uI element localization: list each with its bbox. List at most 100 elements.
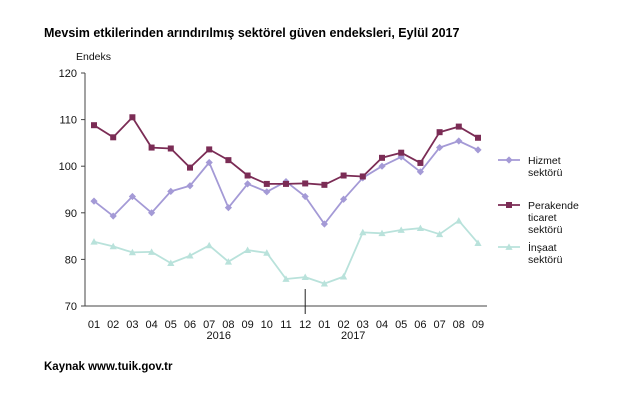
data-point	[320, 280, 328, 287]
chart-series-layer	[90, 114, 482, 287]
data-point	[263, 188, 271, 196]
data-point	[128, 192, 136, 201]
year-label: 2017	[341, 330, 365, 342]
data-point	[436, 143, 444, 152]
y-tick-label: 120	[59, 68, 77, 80]
data-point	[455, 217, 463, 224]
legend-label: Hizmet	[528, 155, 561, 167]
y-tick-label: 80	[65, 254, 77, 266]
x-tick-label: 09	[241, 319, 253, 331]
data-point	[397, 226, 405, 233]
data-point	[301, 273, 309, 280]
data-point	[378, 162, 386, 170]
data-point	[205, 241, 213, 249]
data-point	[167, 145, 174, 152]
legend-marker	[505, 243, 513, 250]
data-point	[244, 172, 251, 179]
y-tick-label: 90	[65, 208, 77, 220]
data-point	[302, 180, 309, 187]
data-point	[167, 187, 175, 195]
data-point	[148, 209, 156, 217]
data-point	[398, 149, 405, 156]
data-point	[321, 181, 328, 188]
data-point	[244, 180, 252, 188]
x-tick-label: 10	[261, 319, 273, 331]
chart-legend: HizmetsektörüPerakendeticaretsektörüİnşa…	[498, 155, 579, 266]
legend-marker	[505, 156, 513, 164]
data-point	[340, 195, 348, 203]
x-tick-label: 06	[414, 319, 426, 331]
data-point	[379, 154, 385, 161]
x-tick-label: 04	[376, 319, 388, 331]
x-tick-label: 02	[337, 319, 349, 331]
legend-label: Perakende	[528, 200, 579, 212]
data-point	[109, 242, 117, 250]
y-tick-label: 110	[59, 115, 77, 127]
x-tick-label: 05	[395, 319, 407, 331]
data-point	[167, 259, 175, 267]
x-tick-label: 08	[453, 319, 465, 331]
legend-label: ticaret	[528, 212, 557, 224]
data-point	[436, 129, 443, 136]
series-2	[91, 114, 481, 188]
data-point	[91, 122, 97, 129]
x-tick-label: 02	[107, 319, 119, 331]
data-point	[455, 137, 463, 145]
legend-marker	[506, 202, 512, 208]
data-point	[436, 230, 444, 238]
data-point	[474, 146, 482, 154]
legend-label: sektörü	[528, 224, 563, 236]
x-tick-label: 05	[165, 319, 177, 331]
legend-label: sektörü	[528, 254, 563, 266]
x-tick-label: 01	[88, 319, 100, 331]
x-tick-label: 11	[280, 319, 291, 331]
data-point	[244, 246, 252, 253]
data-point	[90, 197, 98, 205]
data-point	[263, 180, 270, 187]
data-point	[455, 123, 462, 130]
x-tick-label: 03	[126, 319, 138, 331]
data-point	[283, 180, 289, 187]
chart-title: Mevsim etkilerinden arındırılmış sektöre…	[44, 26, 460, 40]
data-point	[129, 114, 136, 121]
x-tick-label: 08	[222, 319, 234, 331]
data-point	[263, 249, 271, 256]
data-point	[340, 273, 348, 280]
year-label: 2016	[207, 330, 231, 342]
x-tick-label: 12	[299, 319, 311, 331]
data-point	[109, 212, 117, 220]
y-tick-label: 70	[65, 301, 77, 313]
source-note: Kaynak www.tuik.gov.tr	[44, 361, 173, 373]
data-point	[90, 238, 98, 245]
x-tick-label: 06	[184, 319, 196, 331]
data-point	[417, 159, 424, 166]
series-3	[90, 217, 482, 287]
data-point	[474, 239, 482, 246]
data-point	[378, 229, 386, 237]
x-tick-label: 07	[433, 319, 445, 331]
x-tick-label: 03	[357, 319, 369, 331]
data-point	[110, 134, 117, 141]
data-point	[475, 134, 481, 141]
data-point	[148, 144, 155, 151]
data-point	[224, 204, 232, 212]
x-tick-label: 01	[318, 319, 330, 331]
data-point	[416, 224, 424, 232]
data-point	[320, 220, 328, 228]
data-point	[224, 258, 232, 265]
data-point	[148, 248, 156, 255]
legend-label: İnşaat	[528, 241, 557, 254]
data-point	[186, 182, 194, 190]
x-tick-label: 04	[145, 319, 157, 331]
data-point	[359, 173, 366, 180]
x-tick-label: 09	[472, 319, 484, 331]
x-tick-label: 07	[203, 319, 215, 331]
data-point	[186, 252, 194, 259]
data-point	[206, 146, 213, 153]
legend-label: sektörü	[528, 167, 563, 179]
y-tick-label: 100	[59, 161, 77, 173]
data-point	[205, 158, 213, 167]
